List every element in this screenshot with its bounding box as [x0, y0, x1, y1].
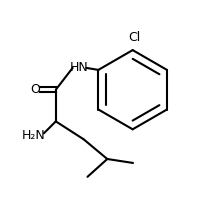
Text: O: O: [30, 83, 40, 96]
Text: HN: HN: [70, 61, 89, 74]
Text: Cl: Cl: [129, 31, 141, 44]
Text: H₂N: H₂N: [22, 129, 46, 142]
